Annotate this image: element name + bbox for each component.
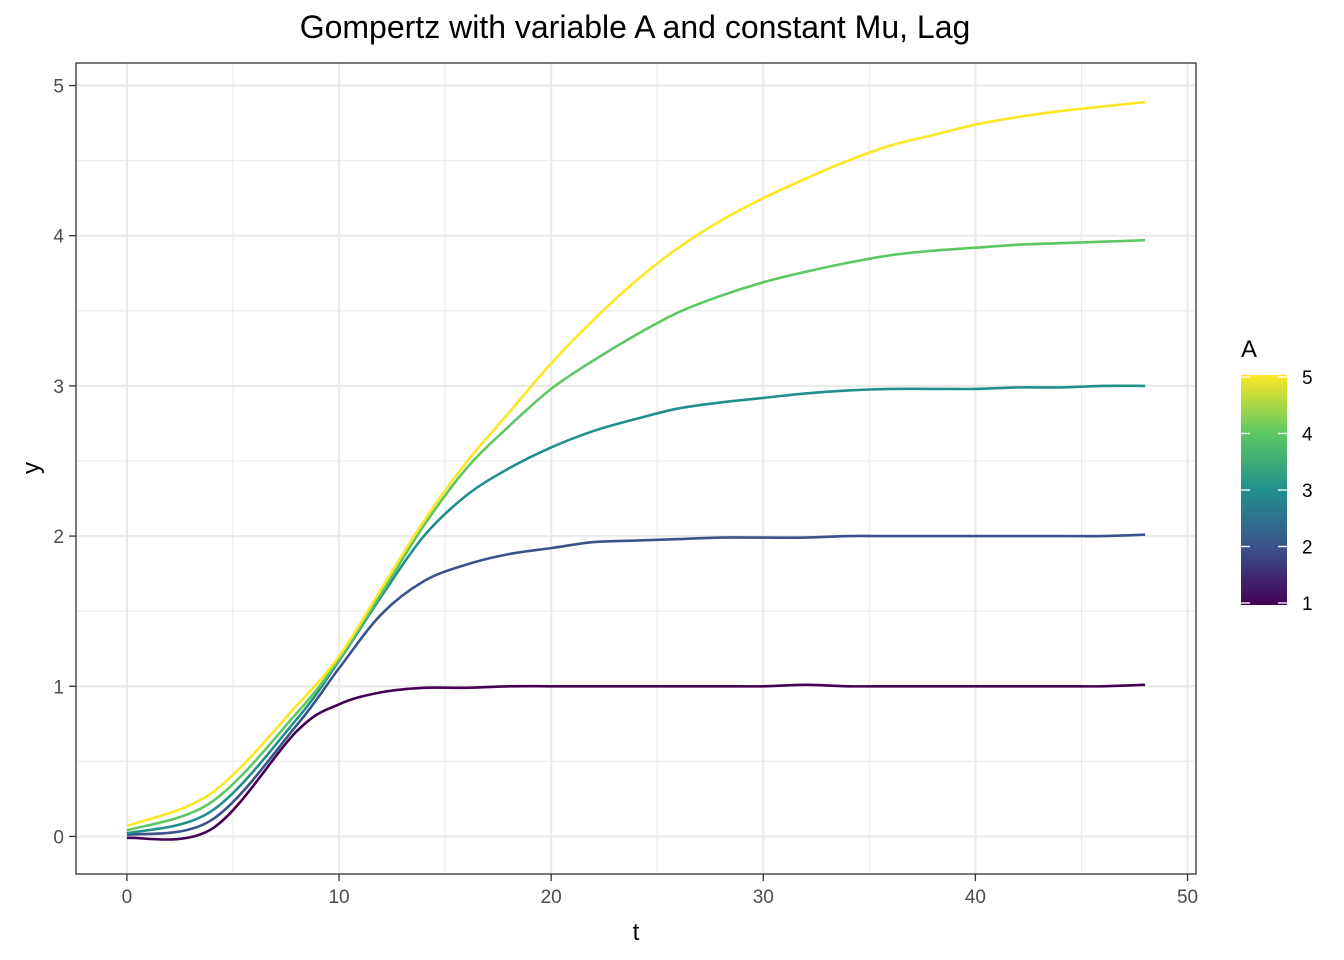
plot-border (75, 62, 1197, 875)
x-axis-label: t (633, 919, 640, 946)
y-tick-label: 2 (53, 527, 64, 548)
colorbar-label: 5 (1302, 368, 1313, 389)
x-tick-label: 50 (1177, 887, 1198, 908)
y-axis-label: y (18, 462, 45, 474)
colorbar-label: 3 (1302, 481, 1313, 502)
y-tick-label: 1 (53, 677, 64, 698)
y-axis: 0 1 2 3 4 5 (53, 77, 76, 848)
x-tick-label: 0 (122, 887, 133, 908)
series-line-a-5 (126, 100, 1146, 828)
series-line-a-1 (126, 683, 1146, 841)
plot-area (75, 62, 1197, 875)
y-tick-label: 0 (53, 827, 64, 848)
colorbar-label: 1 (1302, 594, 1313, 615)
series-lines (126, 100, 1146, 841)
x-tick-label: 10 (328, 887, 349, 908)
x-tick-label: 30 (753, 887, 774, 908)
chart-title: Gompertz with variable A and constant Mu… (300, 9, 971, 45)
plot-panel (76, 63, 1196, 874)
colorbar-label: 4 (1302, 425, 1313, 446)
x-tick-label: 40 (965, 887, 986, 908)
series-line-a-2 (126, 533, 1146, 837)
x-tick-label: 20 (541, 887, 562, 908)
colorbar-label: 2 (1302, 538, 1313, 559)
legend-title: A (1241, 336, 1257, 363)
legend: A 1 2 3 4 5 (1241, 336, 1313, 615)
series-line-a-4 (126, 238, 1146, 832)
y-tick-label: 4 (53, 227, 64, 248)
y-tick-label: 3 (53, 377, 64, 398)
x-axis: 0 10 20 30 40 50 (122, 874, 1198, 908)
legend-ticks: 1 2 3 4 5 (1241, 368, 1313, 615)
y-tick-label: 5 (53, 77, 64, 98)
